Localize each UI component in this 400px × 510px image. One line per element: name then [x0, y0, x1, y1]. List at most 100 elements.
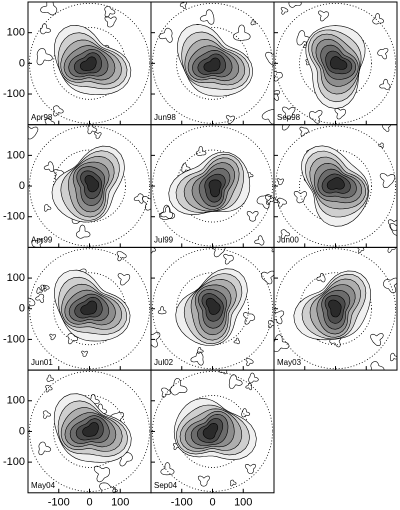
noise-contour: [379, 173, 396, 189]
y-tick-label: 100: [7, 149, 25, 161]
noise-contour: [377, 48, 389, 60]
noise-contour: [81, 350, 88, 357]
panel: [152, 2, 274, 125]
panel: [28, 248, 150, 370]
noise-contour: [318, 10, 329, 22]
contour: [80, 300, 98, 315]
noise-contour: [161, 387, 172, 398]
ring: [29, 248, 150, 370]
noise-contour: [197, 346, 204, 354]
noise-contour: [379, 78, 391, 90]
ring: [275, 2, 396, 124]
x-tick-label: -100: [171, 497, 193, 509]
noise-contour: [233, 337, 240, 345]
noise-contour: [93, 465, 110, 483]
ring: [299, 149, 372, 223]
contour: [202, 422, 219, 440]
noise-contour: [256, 194, 272, 209]
noise-contour: [179, 2, 187, 10]
contour: [203, 57, 221, 72]
panel: [29, 2, 150, 125]
noise-contour: [271, 247, 274, 253]
noise-contour: [104, 6, 116, 18]
noise-contour: [46, 374, 55, 383]
panel-label: Apr99: [31, 236, 53, 245]
panel-label: Jun01: [31, 358, 53, 367]
ring: [275, 248, 396, 370]
noise-contour: [160, 462, 175, 476]
panel: [274, 124, 397, 247]
noise-contour: [230, 479, 237, 487]
noise-contour: [31, 238, 44, 248]
y-tick-label: -100: [3, 333, 25, 345]
noise-contour: [248, 372, 259, 384]
noise-contour: [389, 223, 397, 236]
y-tick-label: 100: [7, 27, 25, 39]
noise-contour: [370, 333, 384, 346]
ring: [176, 272, 249, 346]
panel-label: Sep98: [277, 113, 301, 122]
contour: [79, 56, 97, 72]
y-tick-label: 100: [7, 395, 25, 407]
noise-contour: [378, 142, 384, 148]
noise-contour: [370, 361, 385, 371]
panel-label: Jun00: [277, 236, 299, 245]
noise-contour: [293, 190, 308, 204]
noise-contour: [245, 358, 254, 367]
noise-contour: [39, 23, 51, 35]
ring: [53, 149, 126, 223]
x-tick-label: -100: [48, 497, 70, 509]
noise-contour: [181, 163, 191, 173]
noise-contour: [43, 284, 50, 292]
noise-contour: [389, 352, 397, 362]
noise-contour: [117, 273, 131, 286]
ring: [152, 125, 273, 247]
noise-contour: [274, 196, 279, 204]
noise-contour: [233, 24, 251, 41]
noise-contour: [38, 441, 52, 456]
x-tick-label: 0: [86, 497, 92, 509]
panel-label: May04: [31, 481, 56, 490]
noise-contour: [309, 109, 323, 124]
noise-contour: [280, 229, 291, 239]
ring: [29, 2, 150, 124]
contour: [208, 179, 222, 198]
panel: [29, 371, 150, 493]
noise-contour: [261, 108, 274, 125]
contour: [328, 299, 342, 318]
noise-contour: [299, 126, 309, 137]
noise-contour: [265, 51, 274, 66]
ring: [29, 125, 150, 247]
panel-label: Sep04: [154, 481, 178, 490]
noise-contour: [28, 126, 39, 140]
noise-contour: [223, 253, 234, 265]
noise-contour: [42, 410, 52, 419]
contour: [205, 297, 221, 315]
panel-label: May03: [277, 358, 302, 367]
noise-contour: [94, 132, 102, 139]
noise-contour: [277, 197, 288, 208]
ring: [299, 272, 372, 346]
noise-contour: [387, 247, 396, 253]
panel: [152, 370, 273, 492]
noise-contour: [280, 7, 289, 15]
noise-contour: [296, 30, 312, 46]
y-tick-label: 0: [19, 425, 25, 437]
noise-contour: [116, 251, 127, 262]
y-tick-label: 0: [19, 57, 25, 69]
panel: [28, 124, 151, 248]
y-tick-label: -100: [3, 88, 25, 100]
panel-label: Jul02: [154, 358, 174, 367]
x-tick-label: 0: [209, 497, 215, 509]
noise-contour: [316, 272, 326, 283]
noise-contour: [382, 124, 391, 132]
noise-contour: [288, 2, 302, 8]
contour: [326, 177, 345, 190]
noise-contour: [36, 48, 53, 66]
noise-contour: [36, 287, 43, 294]
ring: [152, 371, 273, 492]
noise-contour: [357, 247, 365, 254]
noise-contour: [197, 475, 210, 487]
contour: [84, 175, 100, 193]
noise-contour: [254, 235, 265, 246]
